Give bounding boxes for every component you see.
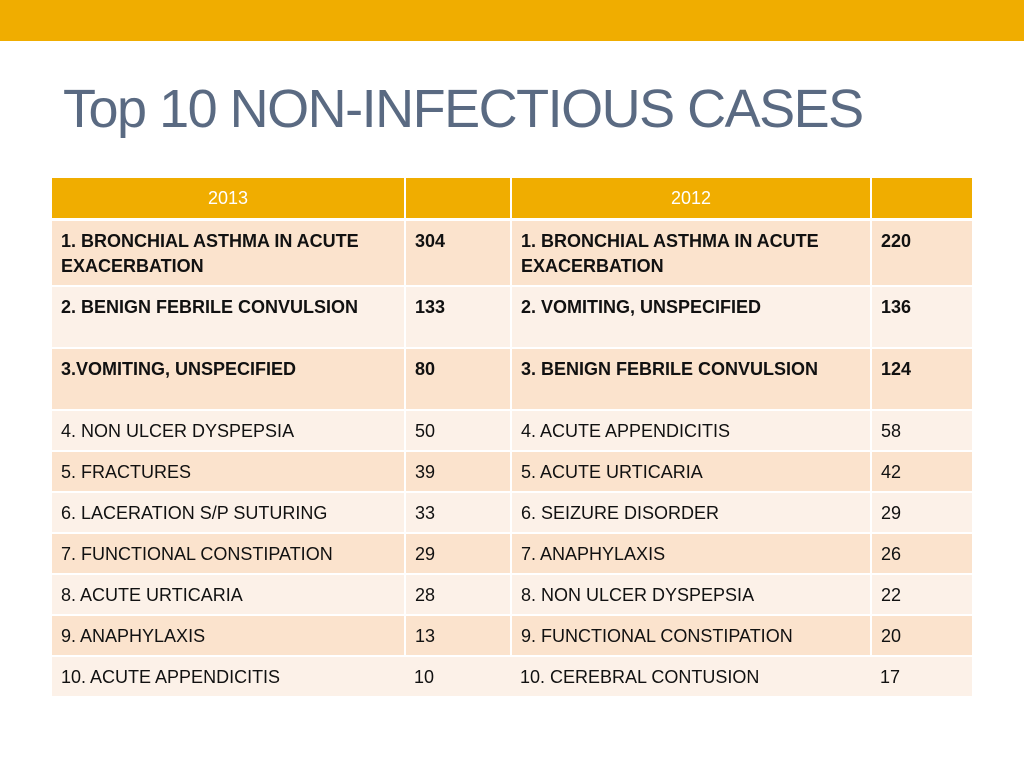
count-2013: 28 bbox=[405, 574, 512, 616]
case-2013: 1. BRONCHIAL ASTHMA IN ACUTE EXACERBATIO… bbox=[52, 219, 406, 287]
table-row: 9. ANAPHYLAXIS 13 9. FUNCTIONAL CONSTIPA… bbox=[52, 615, 972, 657]
table-header-row: 2013 2012 bbox=[52, 178, 972, 221]
count-2013: 50 bbox=[405, 410, 512, 452]
case-2013: 3.VOMITING, UNSPECIFIED bbox=[52, 348, 406, 411]
case-2013: 10. ACUTE APPENDICITIS bbox=[52, 656, 405, 698]
case-2013: 4. NON ULCER DYSPEPSIA bbox=[52, 410, 406, 452]
count-2013: 13 bbox=[405, 615, 512, 657]
case-2012: 8. NON ULCER DYSPEPSIA bbox=[511, 574, 872, 616]
count-2012: 136 bbox=[871, 286, 972, 349]
case-2013: 6. LACERATION S/P SUTURING bbox=[52, 492, 406, 534]
case-2012: 4. ACUTE APPENDICITIS bbox=[511, 410, 872, 452]
count-2012: 22 bbox=[871, 574, 972, 616]
case-2012: 7. ANAPHYLAXIS bbox=[511, 533, 872, 575]
table-row: 1. BRONCHIAL ASTHMA IN ACUTE EXACERBATIO… bbox=[52, 219, 972, 287]
table-row: 7. FUNCTIONAL CONSTIPATION 29 7. ANAPHYL… bbox=[52, 533, 972, 575]
count-2013: 39 bbox=[405, 451, 512, 493]
cases-table: 2013 2012 1. BRONCHIAL ASTHMA IN ACUTE E… bbox=[52, 178, 972, 698]
count-2012: 124 bbox=[871, 348, 972, 411]
count-2012: 58 bbox=[871, 410, 972, 452]
table-row: 2. BENIGN FEBRILE CONVULSION 133 2. VOMI… bbox=[52, 286, 972, 349]
header-2013: 2013 bbox=[52, 178, 406, 221]
count-2012: 20 bbox=[871, 615, 972, 657]
slide-title: Top 10 NON-INFECTIOUS CASES bbox=[63, 79, 864, 139]
count-2013: 133 bbox=[405, 286, 512, 349]
case-2012: 6. SEIZURE DISORDER bbox=[511, 492, 872, 534]
table-row: 4. NON ULCER DYSPEPSIA 50 4. ACUTE APPEN… bbox=[52, 410, 972, 452]
table-row: 10. ACUTE APPENDICITIS 10 10. CEREBRAL C… bbox=[52, 656, 972, 698]
count-2013: 10 bbox=[405, 656, 511, 698]
case-2013: 9. ANAPHYLAXIS bbox=[52, 615, 406, 657]
case-2013: 7. FUNCTIONAL CONSTIPATION bbox=[52, 533, 406, 575]
header-2013-count bbox=[405, 178, 512, 221]
case-2012: 9. FUNCTIONAL CONSTIPATION bbox=[511, 615, 872, 657]
case-2013: 2. BENIGN FEBRILE CONVULSION bbox=[52, 286, 406, 349]
case-2012: 3. BENIGN FEBRILE CONVULSION bbox=[511, 348, 872, 411]
count-2012: 26 bbox=[871, 533, 972, 575]
count-2013: 80 bbox=[405, 348, 512, 411]
case-2012: 1. BRONCHIAL ASTHMA IN ACUTE EXACERBATIO… bbox=[511, 219, 872, 287]
case-2012: 10. CEREBRAL CONTUSION bbox=[511, 656, 871, 698]
count-2012: 220 bbox=[871, 219, 972, 287]
count-2012: 29 bbox=[871, 492, 972, 534]
case-2013: 8. ACUTE URTICARIA bbox=[52, 574, 406, 616]
header-2012-count bbox=[871, 178, 972, 221]
table-row: 5. FRACTURES 39 5. ACUTE URTICARIA 42 bbox=[52, 451, 972, 493]
count-2013: 29 bbox=[405, 533, 512, 575]
count-2012: 17 bbox=[871, 656, 972, 698]
table-row: 3.VOMITING, UNSPECIFIED 80 3. BENIGN FEB… bbox=[52, 348, 972, 411]
case-2013: 5. FRACTURES bbox=[52, 451, 406, 493]
count-2013: 304 bbox=[405, 219, 512, 287]
header-2012: 2012 bbox=[511, 178, 872, 221]
case-2012: 5. ACUTE URTICARIA bbox=[511, 451, 872, 493]
case-2012: 2. VOMITING, UNSPECIFIED bbox=[511, 286, 872, 349]
table-row: 8. ACUTE URTICARIA 28 8. NON ULCER DYSPE… bbox=[52, 574, 972, 616]
table-row: 6. LACERATION S/P SUTURING 33 6. SEIZURE… bbox=[52, 492, 972, 534]
count-2012: 42 bbox=[871, 451, 972, 493]
count-2013: 33 bbox=[405, 492, 512, 534]
top-accent-bar bbox=[0, 0, 1024, 41]
